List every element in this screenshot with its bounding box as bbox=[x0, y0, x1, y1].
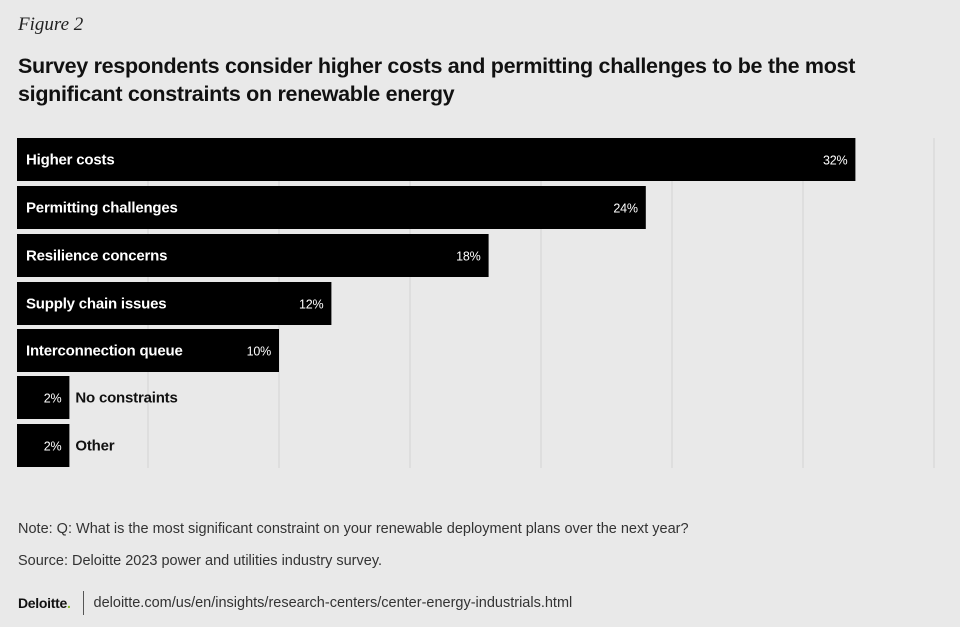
logo-text: Deloitte bbox=[18, 595, 67, 611]
bar-category-label: Other bbox=[75, 438, 114, 455]
bar-category-label: Permitting challenges bbox=[26, 200, 178, 217]
bar-category-label: No constraints bbox=[75, 390, 177, 407]
bar-category-label: Supply chain issues bbox=[26, 296, 166, 313]
figure-label: Figure 2 bbox=[18, 14, 84, 35]
bars: Higher costs 32% Permitting challenges 24% R… bbox=[17, 138, 856, 467]
bar-value-label: 10% bbox=[247, 345, 272, 359]
chart-source: Source: Deloitte 2023 power and utilitie… bbox=[18, 553, 383, 569]
bar-category-label: Interconnection queue bbox=[26, 343, 183, 360]
bar-category-label: Resilience concerns bbox=[26, 248, 167, 265]
logo-dot: . bbox=[66, 595, 71, 611]
bar-value-label: 32% bbox=[823, 154, 848, 168]
bar bbox=[17, 282, 332, 325]
bar-value-label: 24% bbox=[613, 202, 638, 216]
bar bbox=[17, 138, 856, 181]
deloitte-logo: Deloitte. bbox=[18, 595, 71, 611]
chart-title: Survey respondents consider higher costs… bbox=[18, 54, 856, 106]
chart-note: Note: Q: What is the most significant co… bbox=[18, 521, 689, 537]
bar-value-label: 12% bbox=[299, 298, 324, 312]
bar-category-label: Higher costs bbox=[26, 152, 114, 169]
bar-value-label: 18% bbox=[456, 250, 481, 264]
bar bbox=[17, 329, 279, 372]
footer-divider bbox=[82, 591, 84, 615]
footer-url[interactable]: deloitte.com/us/en/insights/research-cen… bbox=[93, 595, 573, 611]
bar bbox=[17, 234, 489, 277]
bar bbox=[17, 376, 70, 419]
bar bbox=[17, 186, 646, 229]
bar bbox=[17, 424, 70, 467]
bar-value-label: 2% bbox=[44, 392, 62, 406]
footer: Deloitte. deloitte.com/us/en/insights/re… bbox=[18, 591, 572, 615]
bar-value-label: 2% bbox=[44, 440, 62, 454]
